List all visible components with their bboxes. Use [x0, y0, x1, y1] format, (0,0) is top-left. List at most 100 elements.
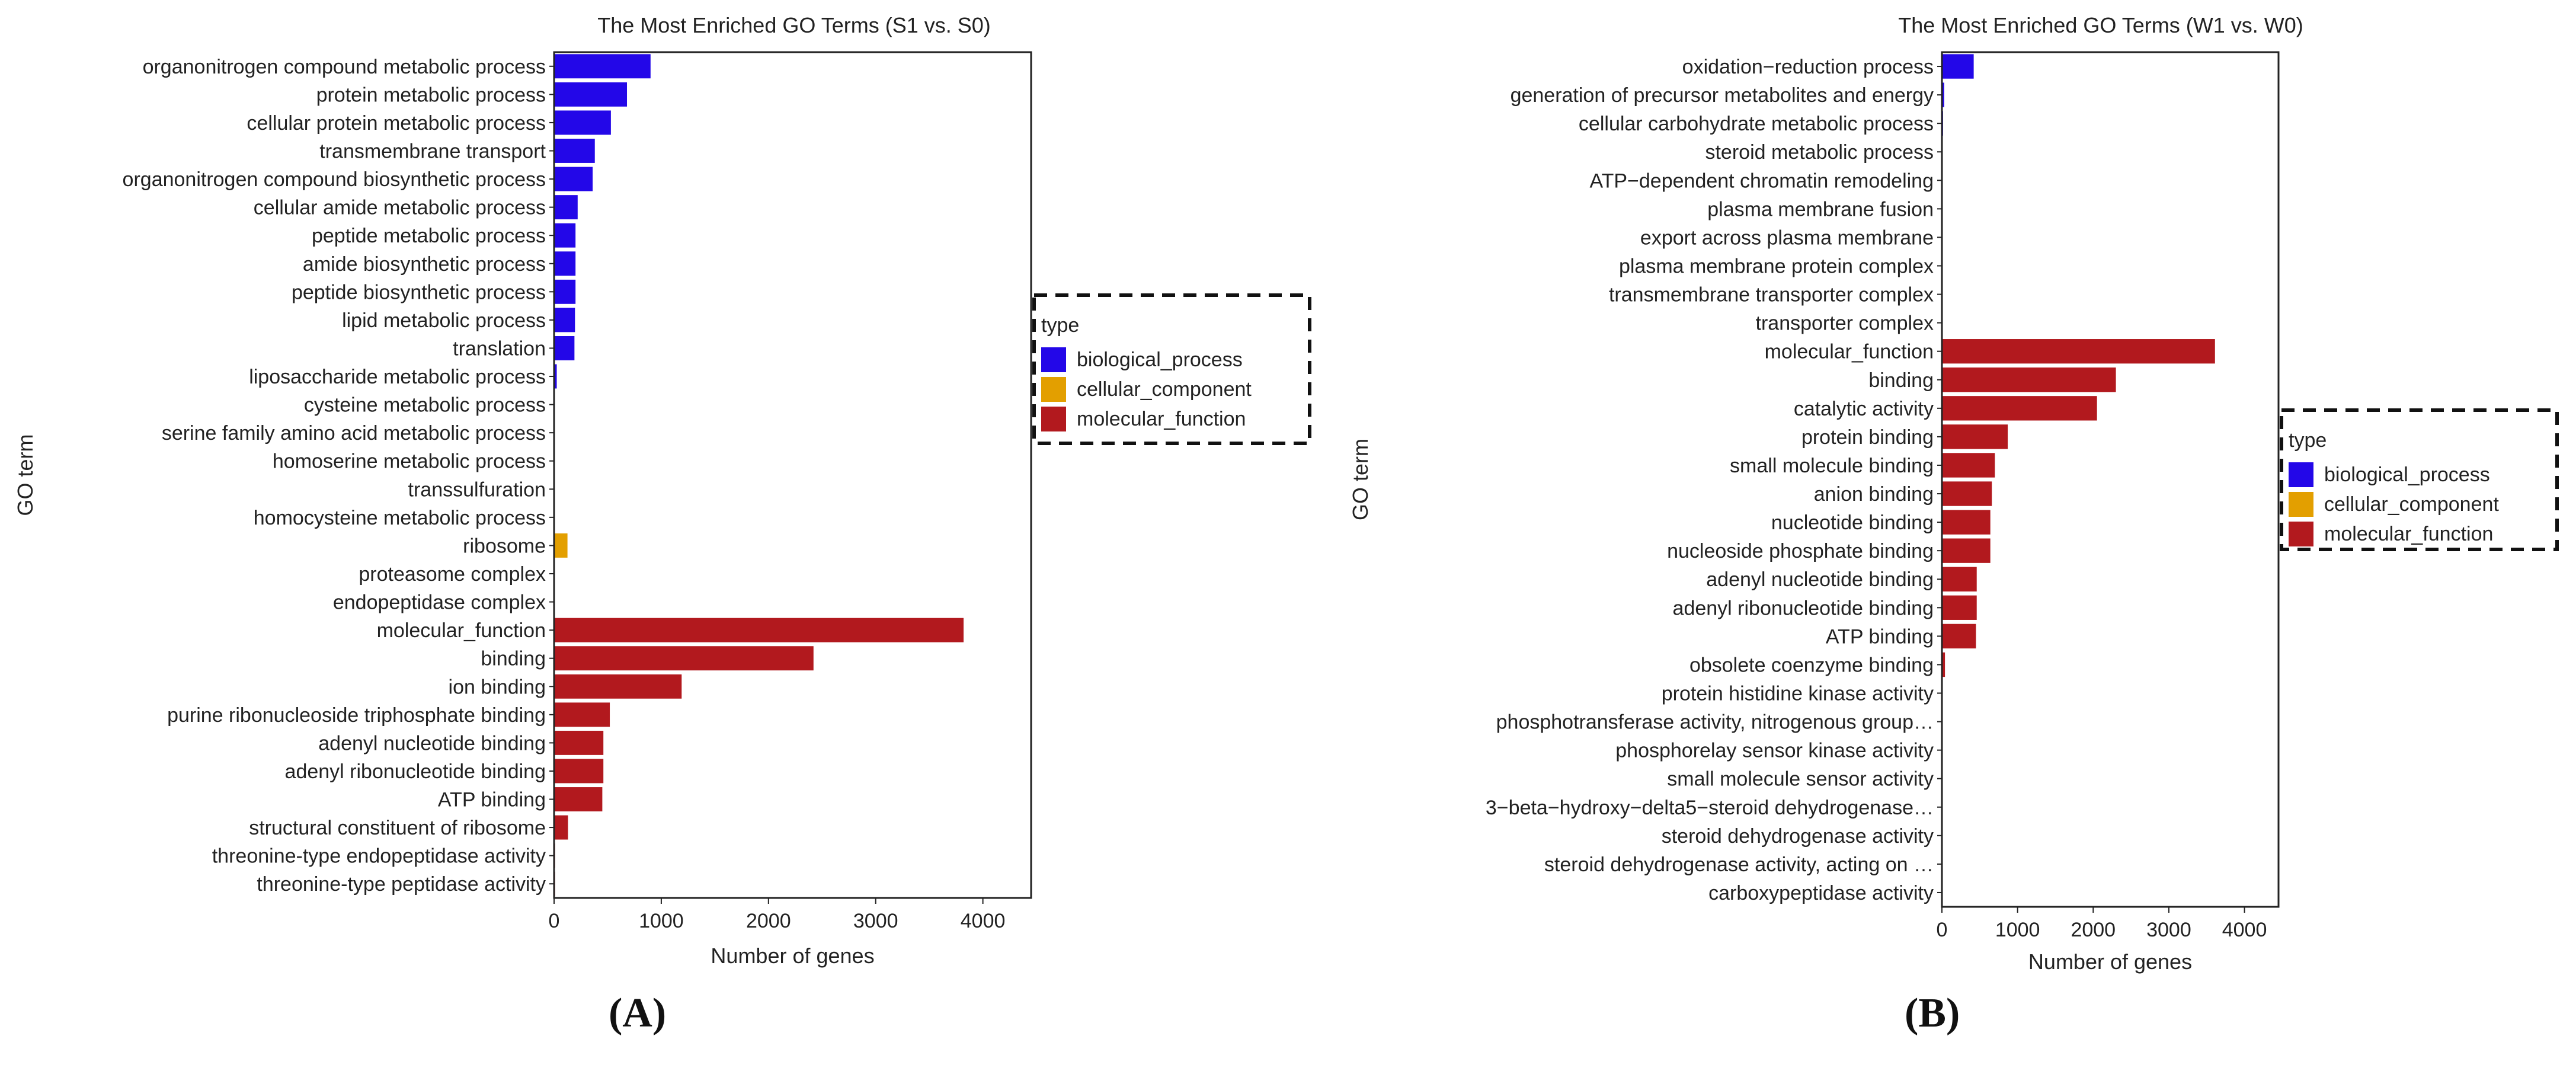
legend-swatch-b-molecular-function — [2289, 522, 2313, 546]
bar-a-7 — [554, 223, 576, 248]
chart-title-b: The Most Enriched GO Terms (W1 vs. W0) — [1898, 13, 2303, 37]
bar-b-22 — [1942, 652, 1945, 677]
category-label-b-8: plasma membrane protein complex — [1619, 255, 1934, 278]
category-label-b-20: adenyl ribonucleotide binding — [1673, 597, 1934, 619]
category-label-b-17: nucleotide binding — [1771, 511, 1934, 534]
x-tick-label-a-3000: 3000 — [853, 910, 898, 932]
category-label-a-8: amide biosynthetic process — [303, 253, 546, 276]
category-label-b-16: anion binding — [1814, 483, 1934, 506]
legend-swatch-a-molecular-function — [1041, 407, 1066, 431]
y-axis-label-b: GO term — [1348, 439, 1372, 520]
category-label-a-23: ion binding — [449, 676, 546, 698]
x-tick-label-a-1000: 1000 — [639, 910, 684, 932]
category-label-a-18: ribosome — [463, 535, 546, 557]
category-label-a-28: structural constituent of ribosome — [249, 817, 546, 839]
legend-label-b-cellular-component: cellular_component — [2324, 493, 2499, 516]
category-label-b-30: carboxypeptidase activity — [1708, 882, 1934, 904]
bar-a-10 — [554, 308, 575, 333]
category-label-a-26: adenyl ribonucleotide binding — [285, 760, 546, 783]
bar-a-8 — [554, 251, 576, 276]
legend-swatch-a-cellular-component — [1041, 377, 1066, 402]
legend-label-a-biological-process: biological_process — [1077, 349, 1243, 371]
category-label-a-2: protein metabolic process — [316, 84, 546, 106]
bar-a-26 — [554, 759, 604, 784]
category-label-a-25: adenyl nucleotide binding — [318, 732, 546, 755]
bar-a-4 — [554, 139, 595, 163]
plot-frame-b — [1941, 51, 2280, 908]
legend-swatch-b-cellular-component — [2289, 492, 2313, 517]
category-label-b-11: molecular_function — [1765, 341, 1934, 363]
category-label-a-6: cellular amide metabolic process — [254, 197, 546, 219]
category-label-a-24: purine ribonucleoside triphosphate bindi… — [167, 704, 546, 727]
bar-a-27 — [554, 787, 603, 811]
category-label-a-29: threonine-type endopeptidase activity — [212, 845, 546, 868]
category-label-b-25: phosphorelay sensor kinase activity — [1615, 740, 1934, 762]
x-tick-label-b-4000: 4000 — [2222, 919, 2267, 941]
y-axis-label-a: GO term — [13, 434, 37, 516]
category-label-a-9: peptide biosynthetic process — [292, 281, 546, 303]
legend-title-b: type — [2289, 429, 2327, 452]
category-label-a-12: liposaccharide metabolic process — [249, 366, 546, 388]
category-label-b-9: transmembrane transporter complex — [1609, 284, 1934, 306]
bar-b-2 — [1942, 82, 1944, 107]
category-label-b-28: steroid dehydrogenase activity — [1662, 825, 1934, 848]
category-label-b-15: small molecule binding — [1730, 455, 1934, 477]
bar-b-12 — [1942, 367, 2116, 392]
bar-a-22 — [554, 646, 814, 671]
category-label-b-22: obsolete coenzyme binding — [1689, 654, 1934, 676]
category-label-a-30: threonine-type peptidase activity — [257, 873, 546, 896]
bar-b-21 — [1942, 624, 1976, 649]
bar-b-16 — [1942, 481, 1992, 506]
category-label-b-4: steroid metabolic process — [1705, 141, 1934, 164]
category-label-b-26: small molecule sensor activity — [1667, 768, 1934, 791]
bar-b-14 — [1942, 424, 2008, 449]
legend-box-b — [2280, 408, 2559, 551]
category-label-b-3: cellular carbohydrate metabolic process — [1579, 113, 1934, 135]
legend-swatch-b-biological-process — [2289, 462, 2313, 487]
bar-a-21 — [554, 618, 964, 642]
x-axis-label-a: Number of genes — [711, 944, 874, 968]
category-label-a-15: homoserine metabolic process — [273, 450, 546, 473]
panel-label-a-text: (A) — [609, 990, 667, 1036]
bar-a-2 — [554, 82, 628, 107]
legend-swatch-a-biological-process — [1041, 347, 1066, 372]
bar-a-24 — [554, 702, 610, 727]
bar-a-25 — [554, 730, 604, 755]
x-axis-label-b: Number of genes — [2028, 949, 2192, 974]
bar-b-20 — [1942, 595, 1977, 620]
legend-label-a-molecular-function: molecular_function — [1077, 408, 1246, 430]
category-label-b-10: transporter complex — [1756, 312, 1934, 335]
category-label-a-14: serine family amino acid metabolic proce… — [162, 422, 546, 445]
bar-a-9 — [554, 279, 576, 304]
chart-title-a: The Most Enriched GO Terms (S1 vs. S0) — [597, 13, 991, 37]
category-label-b-23: protein histidine kinase activity — [1662, 683, 1934, 705]
category-label-b-27: 3−beta−hydroxy−delta5−steroid dehydrogen… — [1486, 797, 1934, 819]
bar-a-23 — [554, 674, 682, 699]
category-label-a-3: cellular protein metabolic process — [247, 112, 546, 135]
plot-frame-a — [553, 51, 1032, 899]
category-label-b-2: generation of precursor metabolites and … — [1511, 84, 1934, 107]
bar-a-3 — [554, 110, 611, 135]
x-tick-label-b-0: 0 — [1937, 919, 1948, 941]
category-label-a-13: cysteine metabolic process — [304, 394, 546, 417]
category-label-b-21: ATP binding — [1826, 625, 1934, 648]
category-label-b-14: protein binding — [1801, 426, 1934, 449]
category-label-a-4: transmembrane transport — [319, 140, 546, 162]
legend-label-b-biological-process: biological_process — [2324, 463, 2490, 486]
bar-a-6 — [554, 195, 578, 220]
legend-label-b-molecular-function: molecular_function — [2324, 523, 2493, 545]
category-label-b-12: binding — [1868, 369, 1934, 392]
legend-label-a-cellular-component: cellular_component — [1077, 378, 1252, 401]
legend-box-a — [1032, 293, 1311, 445]
panel-label-b-text: (B) — [1905, 990, 1960, 1036]
x-tick-label-b-2000: 2000 — [2071, 919, 2116, 941]
category-label-a-7: peptide metabolic process — [312, 225, 546, 247]
bar-a-12 — [554, 364, 557, 389]
bar-b-17 — [1942, 510, 1991, 535]
x-tick-label-a-2000: 2000 — [746, 910, 791, 932]
bar-b-11 — [1942, 339, 2215, 364]
bar-a-18 — [554, 533, 568, 558]
category-label-b-24: phosphotransferase activity, nitrogenous… — [1496, 711, 1934, 734]
category-label-b-7: export across plasma membrane — [1640, 226, 1934, 249]
